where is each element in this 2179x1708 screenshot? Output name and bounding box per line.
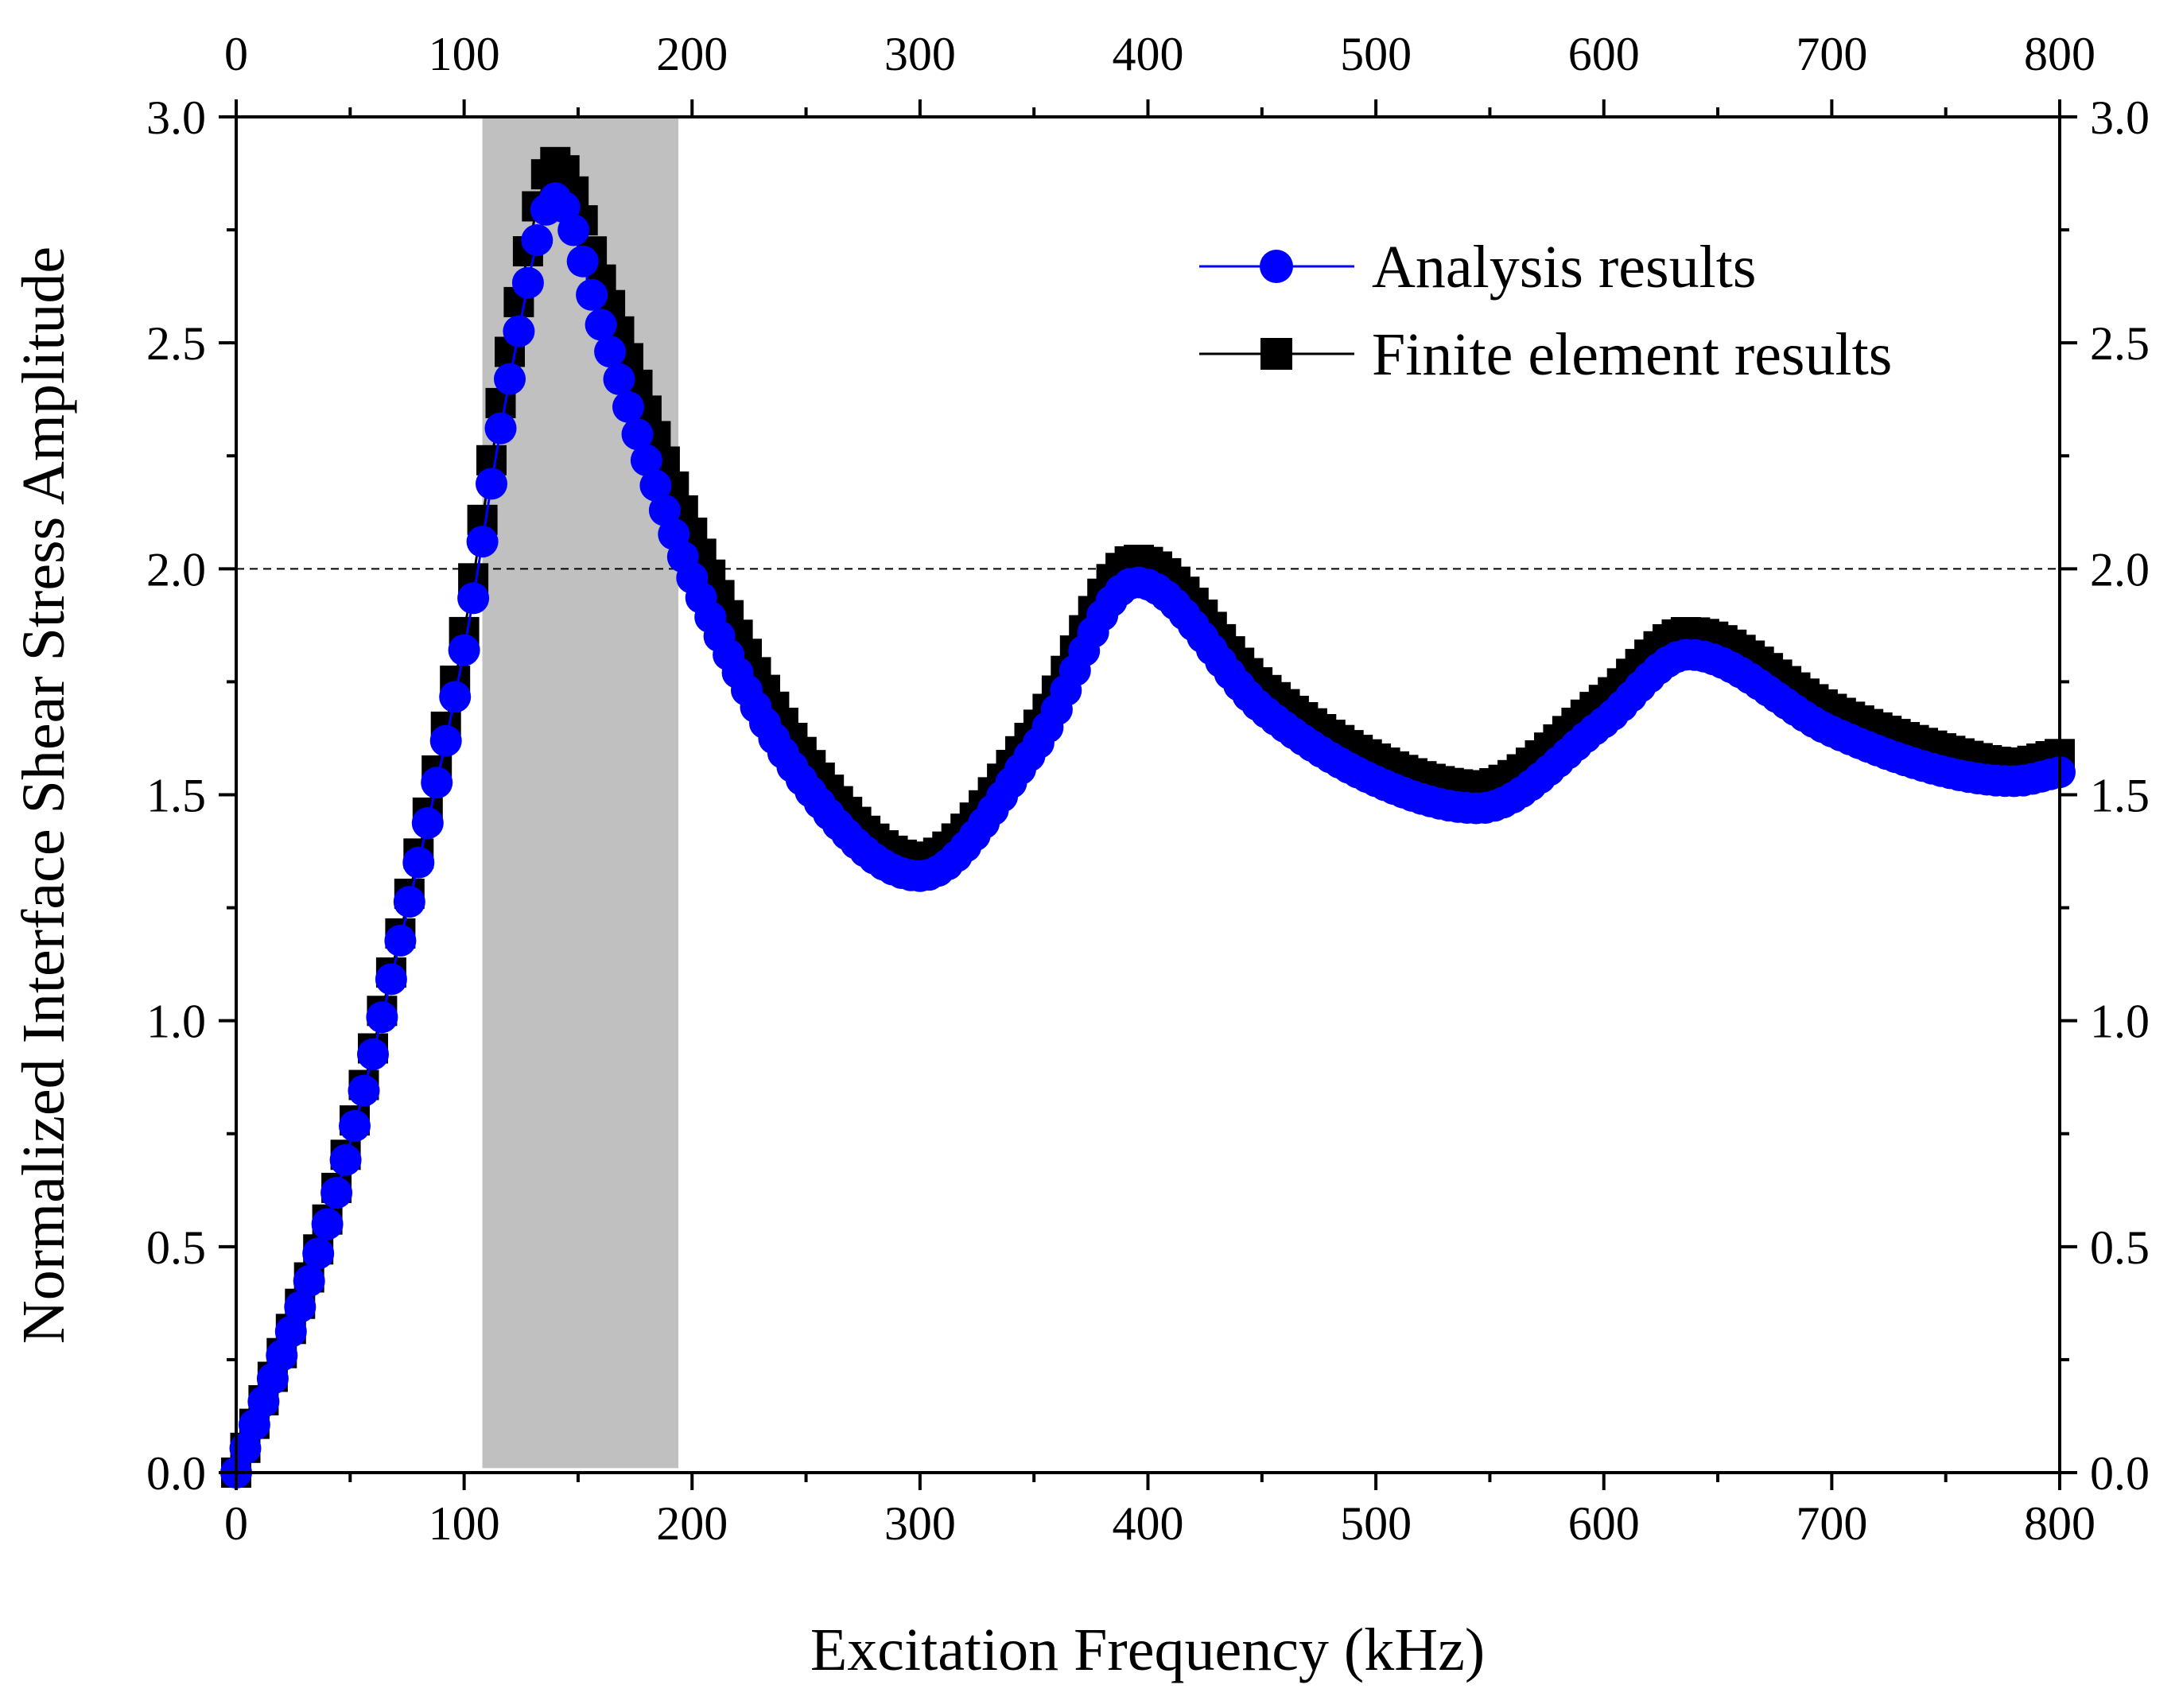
data-point: [320, 1177, 353, 1209]
data-point: [566, 245, 599, 278]
data-point: [648, 494, 681, 526]
x-tick-label-top: 400: [1113, 28, 1184, 80]
data-point: [612, 390, 644, 423]
x-tick-label-top: 500: [1340, 28, 1412, 80]
data-point: [594, 336, 627, 368]
x-tick-label-top: 800: [2024, 28, 2095, 80]
x-tick-label-top: 200: [656, 28, 728, 80]
data-point: [585, 309, 617, 341]
x-tick-label-top: 300: [884, 28, 956, 80]
data-point: [348, 1074, 380, 1107]
x-tick-label-bottom: 0: [224, 1497, 248, 1550]
data-point: [402, 846, 435, 879]
data-point: [429, 724, 462, 757]
data-point: [293, 1265, 325, 1297]
y-tick-label-right: 1.0: [2090, 996, 2150, 1048]
data-point: [494, 363, 526, 395]
data-point: [466, 526, 499, 558]
y-tick-label-right: 0.5: [2090, 1221, 2150, 1274]
data-point: [557, 214, 590, 246]
data-point: [630, 444, 662, 476]
ticks-layer: 0 0 100 100 200 200 300 300 400 400 500 500 600 600 70…: [146, 28, 2150, 1550]
x-tick-label-top: 100: [429, 28, 500, 80]
data-point: [421, 767, 453, 799]
data-point: [329, 1143, 362, 1176]
data-point: [503, 315, 535, 347]
y-tick-label-left: 2.5: [146, 317, 206, 370]
y-tick-label-left: 1.5: [146, 770, 206, 822]
data-point: [603, 363, 635, 395]
y-tick-label-right: 2.0: [2090, 543, 2150, 596]
data-point: [393, 886, 425, 918]
data-point: [639, 469, 672, 502]
x-tick-label-bottom: 500: [1340, 1497, 1412, 1550]
data-point: [576, 278, 608, 311]
data-point: [448, 634, 480, 666]
x-tick-label-top: 600: [1568, 28, 1640, 80]
data-point: [521, 224, 553, 256]
y-tick-label-left: 0.0: [146, 1447, 206, 1500]
data-point: [511, 266, 544, 299]
data-point: [439, 681, 472, 713]
series-layer: [220, 146, 2076, 1489]
data-point: [274, 1315, 307, 1348]
data-point: [457, 582, 490, 615]
y-axis-title: Normalized Interface Shear Stress Amplit…: [10, 246, 77, 1344]
y-tick-label-left: 1.0: [146, 996, 206, 1048]
legend: Analysis results Finite element results: [1199, 234, 1892, 388]
y-tick-label-left: 0.5: [146, 1221, 206, 1274]
data-point: [311, 1208, 344, 1240]
x-tick-label-bottom: 200: [656, 1497, 728, 1550]
series-analysis-results: [220, 182, 2076, 1489]
y-tick-label-left: 3.0: [146, 91, 206, 144]
x-tick-label-top: 700: [1796, 28, 1867, 80]
data-point: [284, 1291, 317, 1323]
data-point: [621, 418, 654, 451]
y-tick-label-right: 3.0: [2090, 91, 2150, 144]
data-point: [357, 1038, 389, 1070]
x-tick-label-bottom: 700: [1796, 1497, 1867, 1550]
x-axis-title: Excitation Frequency (kHz): [810, 1617, 1485, 1683]
y-tick-label-right: 2.5: [2090, 317, 2150, 370]
x-tick-label-bottom: 300: [884, 1497, 956, 1550]
data-point: [484, 412, 517, 444]
data-point: [384, 925, 417, 957]
x-tick-label-bottom: 800: [2024, 1497, 2095, 1550]
x-tick-label-bottom: 400: [1113, 1497, 1184, 1550]
legend-marker-analysis: [1260, 250, 1293, 283]
data-point: [375, 963, 407, 996]
data-point: [302, 1237, 335, 1270]
data-point: [339, 1110, 371, 1142]
y-tick-label-right: 1.5: [2090, 770, 2150, 822]
data-point: [411, 807, 444, 840]
legend-label-analysis: Analysis results: [1372, 234, 1756, 301]
x-tick-label-top: 0: [224, 28, 248, 80]
y-tick-label-right: 0.0: [2090, 1447, 2150, 1500]
legend-marker-fem: [1260, 338, 1292, 370]
legend-label-fem: Finite element results: [1372, 321, 1892, 388]
y-tick-label-left: 2.0: [146, 543, 206, 596]
data-point: [366, 1001, 398, 1034]
data-point: [476, 468, 507, 500]
x-tick-label-bottom: 600: [1568, 1497, 1640, 1550]
x-tick-label-bottom: 100: [429, 1497, 500, 1550]
